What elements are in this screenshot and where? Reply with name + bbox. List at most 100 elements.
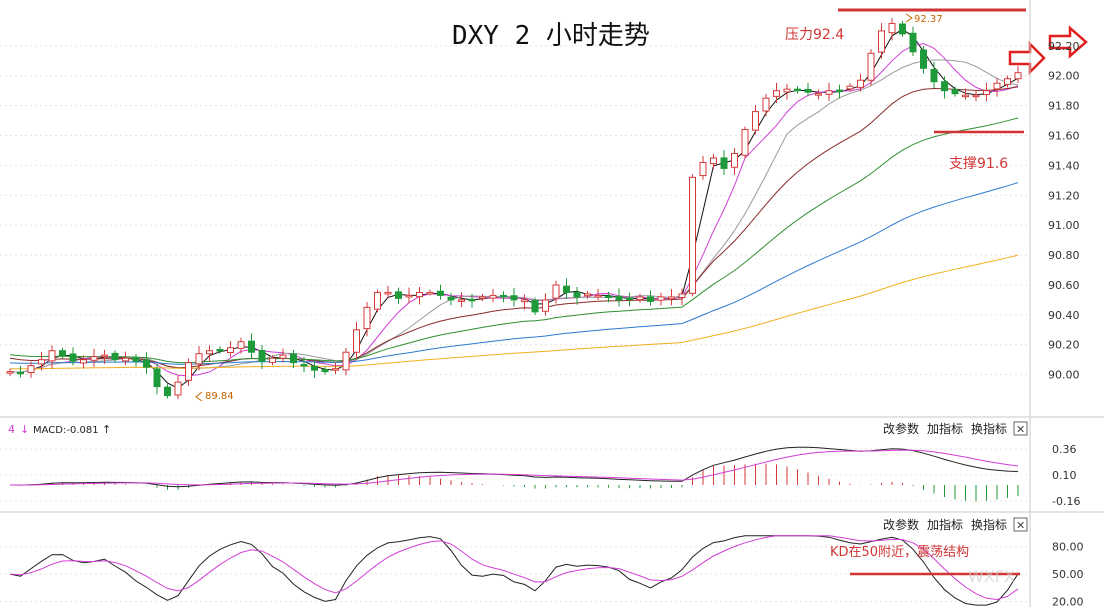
support-label: 支撑91.6 [949, 156, 1008, 172]
candle-body [815, 93, 822, 96]
moving-average-line [9, 182, 1019, 365]
macd-label: MACD:-0.081 [33, 425, 99, 436]
candle-body [426, 291, 434, 295]
y-tick-label: 0.36 [1052, 443, 1077, 456]
candle-body [405, 294, 413, 298]
candle-body [17, 371, 24, 375]
y-tick-label: 91.80 [1048, 100, 1080, 113]
add-indicator-button[interactable]: 加指标 [927, 421, 963, 436]
candle-body [363, 306, 371, 330]
candle-body [122, 357, 129, 362]
candle-body [594, 294, 602, 298]
candle-body [857, 79, 864, 88]
arrow-down-icon: ↓ [20, 423, 29, 436]
candle-body [132, 357, 140, 362]
change-params-button[interactable]: 改参数 [883, 517, 919, 532]
candle-body [269, 357, 276, 363]
close-icon: ✕ [1016, 423, 1025, 436]
candle-body [468, 298, 476, 302]
add-indicator-button[interactable]: 加指标 [927, 517, 963, 532]
y-axis-ticks-macd: 0.36 0.10 -0.16 [1052, 443, 1080, 508]
y-tick-label: 50.00 [1052, 568, 1084, 581]
candle-body [783, 88, 791, 93]
candle-body [573, 291, 581, 298]
candle-body [584, 293, 591, 297]
y-tick-label: 90.40 [1048, 309, 1080, 322]
candle-body [311, 365, 318, 371]
candle-body [636, 296, 644, 301]
low-marker-icon [195, 391, 203, 402]
candle-body [762, 97, 770, 112]
y-tick-label: 92.20 [1048, 40, 1080, 53]
candle-body [300, 363, 308, 367]
candle-body [416, 291, 423, 298]
candle-body [458, 299, 465, 302]
y-tick-label: 91.00 [1048, 219, 1080, 232]
candle-body [888, 22, 896, 34]
y-tick-label: 0.10 [1052, 469, 1077, 482]
grid-lines [0, 45, 1030, 602]
candle-body [195, 353, 203, 365]
candle-body [741, 129, 749, 156]
macd-prefix: 4 [8, 423, 15, 436]
resistance-label: 压力92.4 [785, 27, 844, 43]
candle-body [804, 88, 812, 93]
kd-lines [9, 535, 1019, 606]
candle-body [101, 354, 108, 358]
candle-body [500, 294, 507, 298]
candle-body [374, 291, 381, 310]
candle-body [951, 88, 959, 95]
candle-body [479, 296, 486, 299]
y-tick-label: 91.20 [1048, 189, 1080, 202]
candle-body [605, 295, 612, 299]
candle-body [983, 90, 990, 96]
switch-indicator-button[interactable]: 换指标 [971, 517, 1007, 532]
candle-body [615, 295, 623, 301]
candle-body [185, 362, 192, 381]
candle-body [731, 152, 738, 168]
close-icon: ✕ [1016, 519, 1025, 532]
candle-body [279, 354, 287, 359]
candle-body [962, 94, 969, 98]
candle-body [846, 85, 854, 90]
y-tick-label: 80.00 [1052, 541, 1084, 554]
candle-body [111, 352, 119, 361]
close-panel-button[interactable] [1013, 517, 1028, 532]
switch-indicator-button[interactable]: 换指标 [971, 421, 1007, 436]
candle-body [27, 365, 35, 374]
moving-average-line [9, 86, 1019, 369]
macd-histogram [20, 463, 1019, 502]
candle-body [689, 176, 696, 294]
candle-body [521, 299, 528, 303]
moving-average-line [9, 43, 1019, 377]
candle-body [531, 300, 539, 313]
macd-lines [9, 446, 1019, 488]
y-tick-label: 90.20 [1048, 339, 1080, 352]
candle-body [237, 341, 245, 349]
candle-body [227, 347, 234, 354]
y-tick-label: 92.00 [1048, 70, 1080, 83]
candle-body [920, 49, 927, 69]
candle-body [563, 285, 570, 293]
candle-body [878, 30, 885, 53]
y-axis-ticks-kd: 80.00 50.00 20.00 [1052, 541, 1084, 607]
candle-body [867, 52, 875, 81]
candle-body [69, 353, 77, 362]
y-tick-label: 91.60 [1048, 130, 1080, 143]
candle-body [332, 368, 339, 371]
candle-body [794, 88, 801, 92]
candle-body [899, 23, 906, 35]
candle-body [164, 386, 171, 397]
candle-body [542, 299, 549, 312]
close-panel-button[interactable] [1013, 421, 1028, 436]
y-tick-label: 90.60 [1048, 279, 1080, 292]
candle-body [258, 349, 266, 362]
change-params-button[interactable]: 改参数 [883, 421, 919, 436]
candle-body [909, 32, 917, 53]
candle-body [552, 284, 560, 299]
candle-body [353, 329, 360, 353]
candle-body [752, 111, 759, 131]
candle-body [972, 94, 980, 98]
y-tick-label: -0.16 [1052, 495, 1080, 508]
candle-body [668, 296, 675, 300]
